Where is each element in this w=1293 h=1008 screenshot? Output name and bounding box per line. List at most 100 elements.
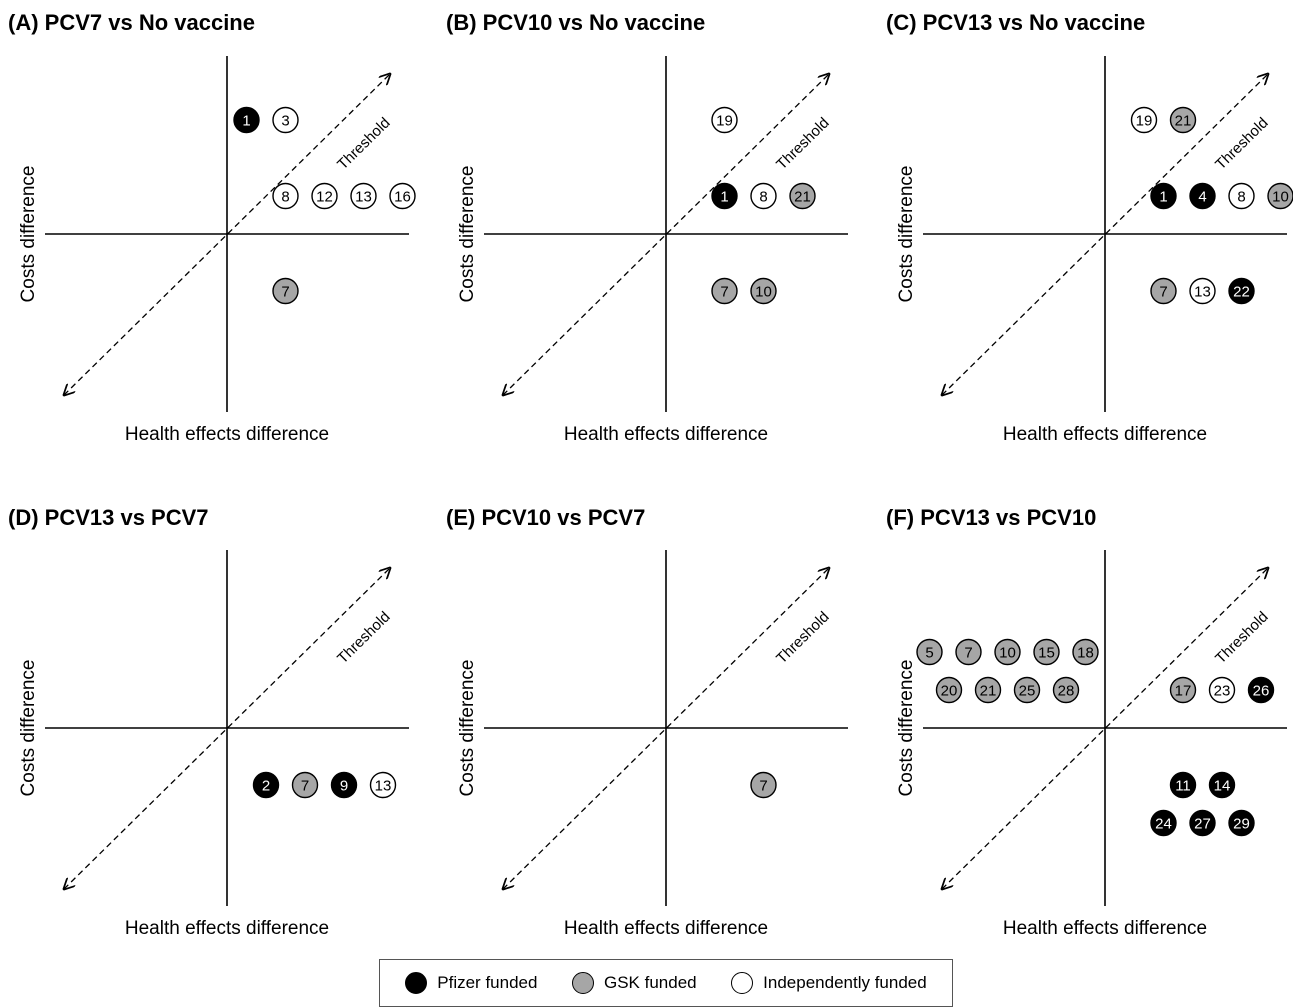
data-point: 20 <box>935 676 963 704</box>
data-point-label: 13 <box>355 189 372 206</box>
data-point-marker <box>1169 106 1197 134</box>
x-axis-label: Health effects difference <box>564 424 768 445</box>
data-point: 3 <box>272 106 299 134</box>
data-point: 5 <box>916 638 943 666</box>
data-point-label: 1 <box>720 189 728 206</box>
data-point-label: 13 <box>1194 284 1211 301</box>
legend-item-pfizer: Pfizer funded <box>405 972 537 994</box>
data-point-label: 8 <box>1237 189 1245 206</box>
legend-label: GSK funded <box>604 973 697 992</box>
data-point-marker <box>1150 277 1177 305</box>
data-point: 22 <box>1228 277 1255 305</box>
data-point-marker <box>272 277 299 305</box>
data-point-label: 1 <box>1159 189 1167 206</box>
data-point-label: 15 <box>1038 645 1055 662</box>
data-point: 13 <box>369 771 397 799</box>
data-point-label: 19 <box>1136 113 1153 130</box>
data-point-marker <box>955 638 982 666</box>
panel-e: (E) PCV10 vs PCV7 Threshold Health effects… <box>446 505 848 939</box>
legend-item-independent: Independently funded <box>731 972 927 994</box>
data-point-marker <box>330 771 358 799</box>
x-axis-label: Health effects difference <box>1003 424 1207 445</box>
data-point-label: 26 <box>1253 683 1270 700</box>
data-point: 24 <box>1150 809 1177 837</box>
x-axis-label: Health effects difference <box>1003 918 1207 939</box>
threshold-line <box>64 74 390 395</box>
data-point-label: 29 <box>1233 816 1250 833</box>
data-point-label: 7 <box>281 284 289 301</box>
data-point: 1 <box>711 182 738 210</box>
data-point-label: 3 <box>281 113 289 130</box>
data-point-marker <box>711 277 738 305</box>
legend-swatch <box>572 972 594 994</box>
data-point-marker <box>1208 676 1236 704</box>
data-point-marker <box>916 638 943 666</box>
data-point-label: 14 <box>1214 778 1231 795</box>
data-point: 8 <box>1228 182 1255 210</box>
data-point: 16 <box>389 182 416 210</box>
data-point: 7 <box>955 638 982 666</box>
data-point-marker <box>1150 182 1177 210</box>
data-point-marker <box>750 771 777 799</box>
data-point: 7 <box>291 771 319 799</box>
data-point-marker <box>1189 182 1216 210</box>
x-axis-label: Health effects difference <box>125 424 329 445</box>
data-point-marker <box>1169 676 1197 704</box>
data-point-label: 22 <box>1233 284 1250 301</box>
cost-effectiveness-figure: (A) PCV7 vs No vaccine Threshold Health ef… <box>8 10 1293 939</box>
legend-label: Independently funded <box>763 973 927 992</box>
data-point: 10 <box>750 277 777 305</box>
data-point-label: 10 <box>1272 189 1289 206</box>
panel-c: (C) PCV13 vs No vaccine Threshold Health e… <box>886 10 1293 445</box>
data-point-label: 5 <box>925 645 933 662</box>
data-point: 7 <box>1150 277 1177 305</box>
data-point-label: 28 <box>1058 683 1075 700</box>
y-axis-label: Costs difference <box>896 166 917 303</box>
data-point-marker <box>252 771 280 799</box>
data-point: 14 <box>1208 771 1236 799</box>
data-point-label: 18 <box>1077 645 1094 662</box>
data-point: 23 <box>1208 676 1236 704</box>
data-point-marker <box>750 182 777 210</box>
data-point: 27 <box>1189 809 1216 837</box>
data-point: 19 <box>711 106 738 134</box>
data-point-label: 7 <box>759 778 767 795</box>
data-point: 7 <box>272 277 299 305</box>
panel-title: (B) PCV10 vs No vaccine <box>446 10 705 35</box>
data-point-label: 17 <box>1175 683 1192 700</box>
y-axis-label: Costs difference <box>896 660 917 797</box>
threshold-line <box>942 74 1268 395</box>
data-point-label: 9 <box>340 778 348 795</box>
data-point: 13 <box>1189 277 1216 305</box>
data-point-marker <box>1228 809 1255 837</box>
data-point: 7 <box>711 277 738 305</box>
threshold-label: Threshold <box>334 608 393 667</box>
data-point: 17 <box>1169 676 1197 704</box>
data-point-marker <box>1033 638 1060 666</box>
data-point-marker <box>291 771 319 799</box>
data-point-marker <box>1189 809 1216 837</box>
data-point-marker <box>1169 771 1197 799</box>
panel-f: (F) PCV13 vs PCV10 Threshold Health effect… <box>886 505 1287 939</box>
data-point-label: 21 <box>1175 113 1192 130</box>
data-point-label: 8 <box>759 189 767 206</box>
legend: Pfizer funded GSK funded Independently fun… <box>379 959 953 1007</box>
data-point-label: 24 <box>1155 816 1172 833</box>
data-point-marker <box>994 638 1021 666</box>
legend-label: Pfizer funded <box>437 973 538 992</box>
data-point: 13 <box>350 182 377 210</box>
data-point: 15 <box>1033 638 1060 666</box>
panel-b: (B) PCV10 vs No vaccine Threshold Health e… <box>446 10 848 445</box>
data-point-marker <box>1267 182 1293 210</box>
data-point-marker <box>350 182 377 210</box>
data-point-marker <box>750 277 777 305</box>
data-point-marker <box>1072 638 1099 666</box>
data-point: 26 <box>1247 676 1275 704</box>
data-point: 1 <box>1150 182 1177 210</box>
data-point: 19 <box>1130 106 1158 134</box>
data-point: 25 <box>1013 676 1041 704</box>
data-point-label: 21 <box>794 189 811 206</box>
data-point-label: 7 <box>301 778 309 795</box>
data-point-label: 21 <box>980 683 997 700</box>
data-point-marker <box>1013 676 1041 704</box>
